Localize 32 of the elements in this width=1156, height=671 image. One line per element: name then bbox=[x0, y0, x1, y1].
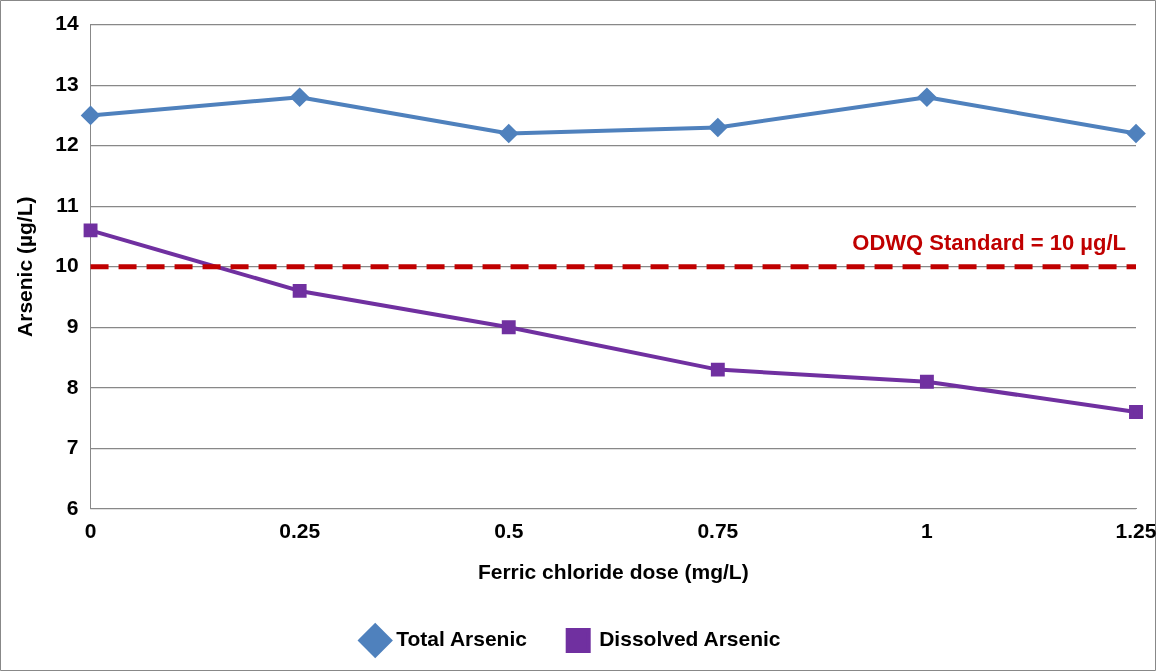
x-tick-label: 1.25 bbox=[1115, 518, 1156, 543]
x-tick-label: 1 bbox=[921, 518, 933, 543]
y-axis-title: Arsenic (µg/L) bbox=[13, 196, 37, 337]
y-tick-label: 9 bbox=[66, 314, 79, 338]
point bbox=[290, 88, 309, 107]
y-tick-label: 14 bbox=[55, 11, 79, 35]
y-tick-label: 7 bbox=[66, 435, 79, 459]
y-tick-label: 6 bbox=[66, 495, 79, 519]
point bbox=[1127, 124, 1145, 143]
point bbox=[710, 362, 725, 377]
legend-label: Dissolved Arsenic bbox=[599, 627, 781, 651]
point bbox=[499, 124, 518, 143]
ref-line-label: ODWQ Standard = 10 µg/L bbox=[852, 229, 1126, 255]
y-tick-label: 8 bbox=[66, 374, 79, 398]
point bbox=[1129, 405, 1143, 419]
y-tick-label: 10 bbox=[55, 253, 79, 277]
point bbox=[708, 118, 727, 137]
legend-label: Total Arsenic bbox=[396, 627, 528, 651]
x-tick-label: 0.5 bbox=[494, 518, 524, 543]
point bbox=[292, 283, 307, 298]
x-tick-label: 0.75 bbox=[697, 518, 739, 543]
x-tick-label: 0 bbox=[84, 518, 97, 543]
point bbox=[919, 374, 934, 389]
y-tick-label: 13 bbox=[55, 71, 79, 95]
point bbox=[501, 320, 516, 335]
point bbox=[917, 88, 936, 107]
y-tick-label: 11 bbox=[56, 192, 79, 216]
y-tick-label: 12 bbox=[55, 132, 79, 156]
point bbox=[83, 223, 98, 238]
point bbox=[81, 106, 100, 125]
x-axis-title: Ferric chloride dose (mg/L) bbox=[477, 560, 749, 584]
x-tick-label: 0.25 bbox=[279, 518, 321, 543]
